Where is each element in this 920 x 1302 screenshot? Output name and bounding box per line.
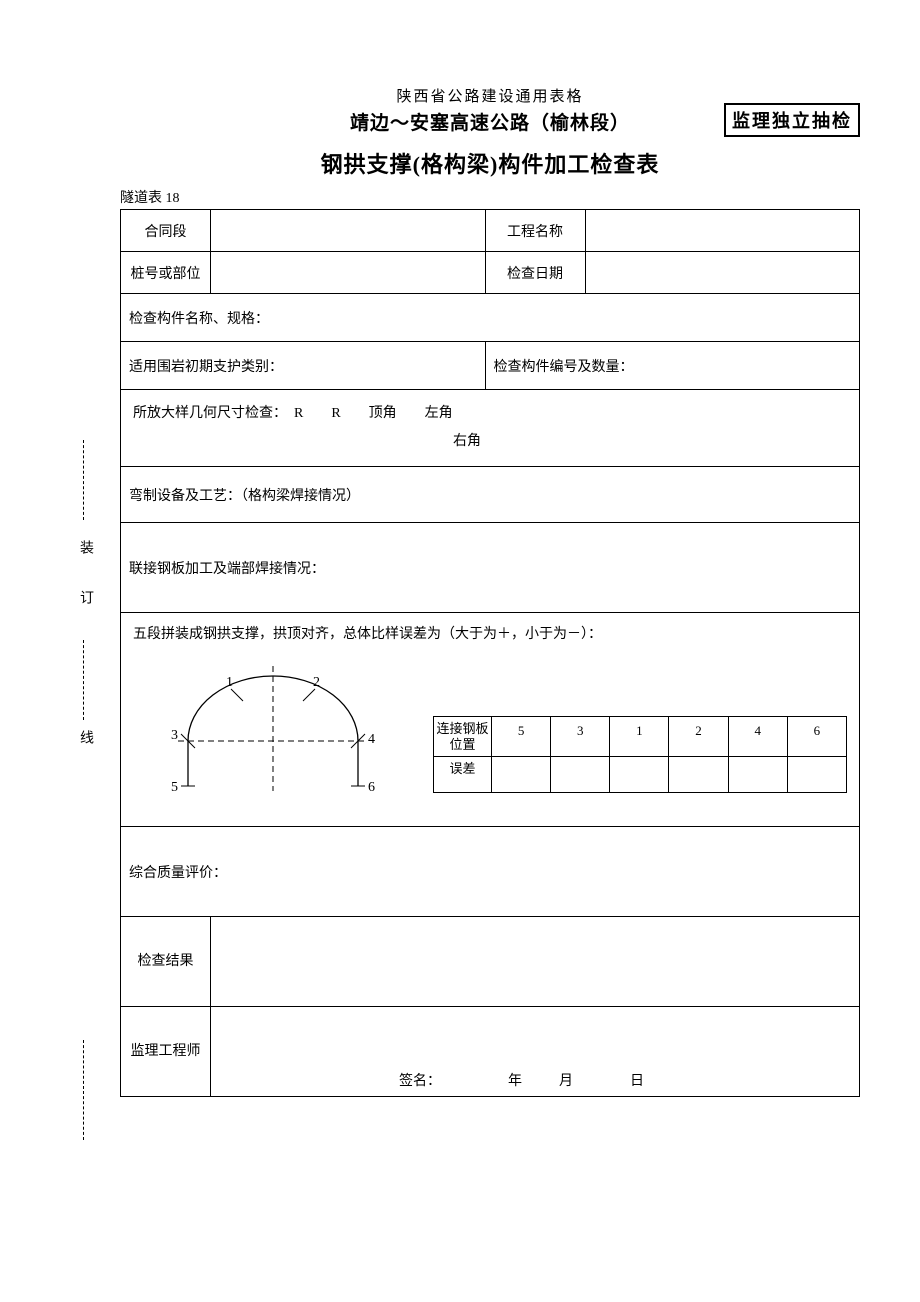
row-geometry: 所放大样几何尺寸检查： R R 顶角 左角 右角 xyxy=(121,390,860,467)
row-evaluation: 综合质量评价： xyxy=(121,827,860,917)
signature-line: 签名： 年 月 日 xyxy=(219,1070,851,1090)
error-table-wrap: 连接钢板位置 5 3 1 2 4 6 误差 xyxy=(433,661,847,793)
arch-cell: 五段拼装成钢拱支撑，拱顶对齐，总体比样误差为（大于为＋，小于为－）： 1 xyxy=(121,613,860,827)
arch-intro: 五段拼装成钢拱支撑，拱顶对齐，总体比样误差为（大于为＋，小于为－）： xyxy=(133,623,847,643)
err-v-1[interactable] xyxy=(610,757,669,793)
main-title: 钢拱支撑(格构梁)构件加工检查表 xyxy=(120,147,860,179)
plate-pos-header: 连接钢板位置 xyxy=(434,717,492,757)
month-label: 月 xyxy=(559,1074,573,1089)
row-bending: 弯制设备及工艺：（格构梁焊接情况） xyxy=(121,467,860,523)
geom-line-1: 所放大样几何尺寸检查： R R 顶角 左角 xyxy=(133,400,847,428)
row-welding: 联接钢板加工及端部焊接情况： xyxy=(121,523,860,613)
bending-cell[interactable]: 弯制设备及工艺：（格构梁焊接情况） xyxy=(121,467,860,523)
row-contract: 合同段 工程名称 xyxy=(121,210,860,252)
error-value-row: 误差 xyxy=(434,757,847,793)
stamp-box: 监理独立抽检 xyxy=(724,103,860,137)
table-label: 隧道表 18 xyxy=(120,187,860,207)
year-label: 年 xyxy=(508,1074,522,1089)
row-arch: 五段拼装成钢拱支撑，拱顶对齐，总体比样误差为（大于为＋，小于为－）： 1 xyxy=(121,613,860,827)
spec-cell[interactable]: 检查构件名称、规格： xyxy=(121,294,860,342)
result-label: 检查结果 xyxy=(121,917,211,1007)
error-table: 连接钢板位置 5 3 1 2 4 6 误差 xyxy=(433,716,847,793)
tick-1 xyxy=(231,689,243,701)
engineer-label-text: 监理工程师 xyxy=(131,1044,201,1059)
row-engineer: 监理工程师 签名： 年 月 日 xyxy=(121,1007,860,1097)
binding-dash xyxy=(83,640,85,720)
err-v-2[interactable] xyxy=(669,757,728,793)
col-2: 2 xyxy=(669,717,728,757)
welding-cell[interactable]: 联接钢板加工及端部焊接情况： xyxy=(121,523,860,613)
row-support: 适用围岩初期支护类别： 检查构件编号及数量： xyxy=(121,342,860,390)
component-qty-cell[interactable]: 检查构件编号及数量： xyxy=(485,342,860,390)
pile-value[interactable] xyxy=(211,252,486,294)
row-spec: 检查构件名称、规格： xyxy=(121,294,860,342)
node-6: 6 xyxy=(368,780,375,795)
inspection-form-table: 合同段 工程名称 桩号或部位 检查日期 检查构件名称、规格： 适用围岩初期支护类… xyxy=(120,209,860,1097)
err-v-4[interactable] xyxy=(728,757,787,793)
project-label: 工程名称 xyxy=(485,210,585,252)
node-5: 5 xyxy=(171,780,178,795)
date-value[interactable] xyxy=(585,252,860,294)
err-v-5[interactable] xyxy=(492,757,551,793)
binding-char-2: 订 xyxy=(75,590,95,604)
err-v-6[interactable] xyxy=(787,757,846,793)
pile-label: 桩号或部位 xyxy=(121,252,211,294)
arch-container: 1 2 3 4 5 6 连接钢板位置 5 3 1 xyxy=(133,661,847,816)
node-3: 3 xyxy=(171,728,178,743)
binding-char-3: 线 xyxy=(75,730,95,744)
evaluation-cell[interactable]: 综合质量评价： xyxy=(121,827,860,917)
col-1: 1 xyxy=(610,717,669,757)
sign-label: 签名： xyxy=(399,1074,441,1089)
contract-value[interactable] xyxy=(211,210,486,252)
tick-2 xyxy=(303,689,315,701)
node-1: 1 xyxy=(226,675,233,690)
error-header: 误差 xyxy=(434,757,492,793)
row-pile: 桩号或部位 检查日期 xyxy=(121,252,860,294)
col-5: 5 xyxy=(492,717,551,757)
err-v-3[interactable] xyxy=(551,757,610,793)
binding-dash xyxy=(83,1040,85,1140)
row-result: 检查结果 xyxy=(121,917,860,1007)
geom-line-2: 右角 xyxy=(133,428,847,456)
contract-label: 合同段 xyxy=(121,210,211,252)
date-label: 检查日期 xyxy=(485,252,585,294)
arch-svg: 1 2 3 4 5 6 xyxy=(133,661,413,811)
header-block: 陕西省公路建设通用表格 靖边～安塞高速公路（榆林段） 监理独立抽检 钢拱支撑(格… xyxy=(120,85,860,179)
result-label-text: 检查结果 xyxy=(138,954,194,969)
node-2: 2 xyxy=(313,675,320,690)
node-4: 4 xyxy=(368,732,375,747)
binding-char-1: 装 xyxy=(75,540,95,554)
project-value[interactable] xyxy=(585,210,860,252)
col-6: 6 xyxy=(787,717,846,757)
binding-dash xyxy=(83,440,85,520)
day-label: 日 xyxy=(630,1074,644,1089)
geometry-cell[interactable]: 所放大样几何尺寸检查： R R 顶角 左角 右角 xyxy=(121,390,860,467)
engineer-sign-cell[interactable]: 签名： 年 月 日 xyxy=(211,1007,860,1097)
col-4: 4 xyxy=(728,717,787,757)
engineer-label: 监理工程师 xyxy=(121,1007,211,1097)
arch-diagram: 1 2 3 4 5 6 xyxy=(133,661,413,816)
support-type-cell[interactable]: 适用围岩初期支护类别： xyxy=(121,342,486,390)
result-value[interactable] xyxy=(211,917,860,1007)
col-3: 3 xyxy=(551,717,610,757)
error-header-row: 连接钢板位置 5 3 1 2 4 6 xyxy=(434,717,847,757)
